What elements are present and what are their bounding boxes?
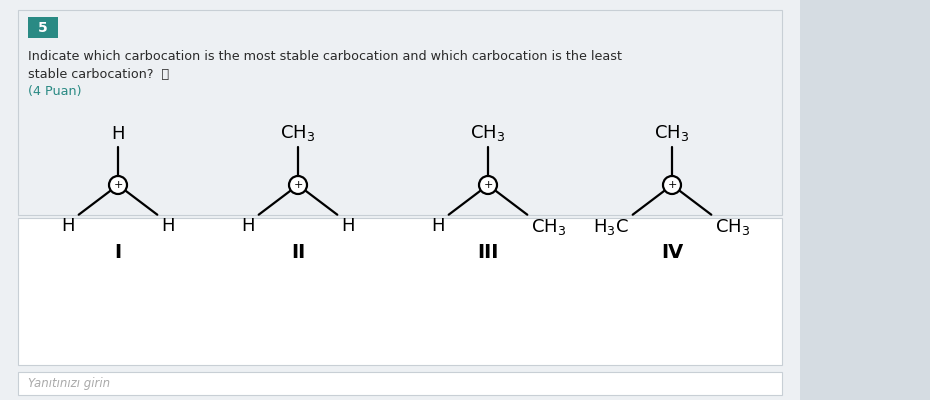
- FancyBboxPatch shape: [18, 372, 782, 395]
- Text: 5: 5: [38, 20, 47, 34]
- FancyBboxPatch shape: [28, 17, 58, 38]
- Text: H: H: [61, 217, 74, 235]
- Text: (4 Puan): (4 Puan): [28, 84, 82, 98]
- Text: H: H: [432, 217, 445, 235]
- Text: Indicate which carbocation is the most stable carbocation and which carbocation : Indicate which carbocation is the most s…: [28, 50, 622, 62]
- Circle shape: [663, 176, 681, 194]
- Text: +: +: [293, 180, 302, 190]
- Text: CH$_3$: CH$_3$: [531, 217, 566, 237]
- Text: +: +: [113, 180, 123, 190]
- FancyBboxPatch shape: [18, 10, 782, 215]
- Text: H: H: [241, 217, 255, 235]
- Text: +: +: [668, 180, 677, 190]
- Text: Yanıtınızı girin: Yanıtınızı girin: [28, 377, 110, 390]
- Text: I: I: [114, 243, 122, 262]
- Text: III: III: [477, 243, 498, 262]
- Text: +: +: [484, 180, 493, 190]
- Circle shape: [109, 176, 127, 194]
- Text: stable carbocation?  ⎘: stable carbocation? ⎘: [28, 68, 169, 80]
- Text: CH$_3$: CH$_3$: [715, 217, 751, 237]
- Text: CH$_3$: CH$_3$: [655, 123, 690, 143]
- Text: H: H: [161, 217, 175, 235]
- FancyBboxPatch shape: [800, 0, 930, 400]
- Circle shape: [479, 176, 497, 194]
- Text: CH$_3$: CH$_3$: [471, 123, 506, 143]
- Text: IV: IV: [661, 243, 684, 262]
- Text: CH$_3$: CH$_3$: [280, 123, 315, 143]
- Text: H: H: [112, 125, 125, 143]
- Text: H$_3$C: H$_3$C: [593, 217, 629, 237]
- Text: II: II: [291, 243, 305, 262]
- FancyBboxPatch shape: [0, 0, 800, 400]
- Text: H: H: [341, 217, 355, 235]
- FancyBboxPatch shape: [18, 218, 782, 365]
- Circle shape: [289, 176, 307, 194]
